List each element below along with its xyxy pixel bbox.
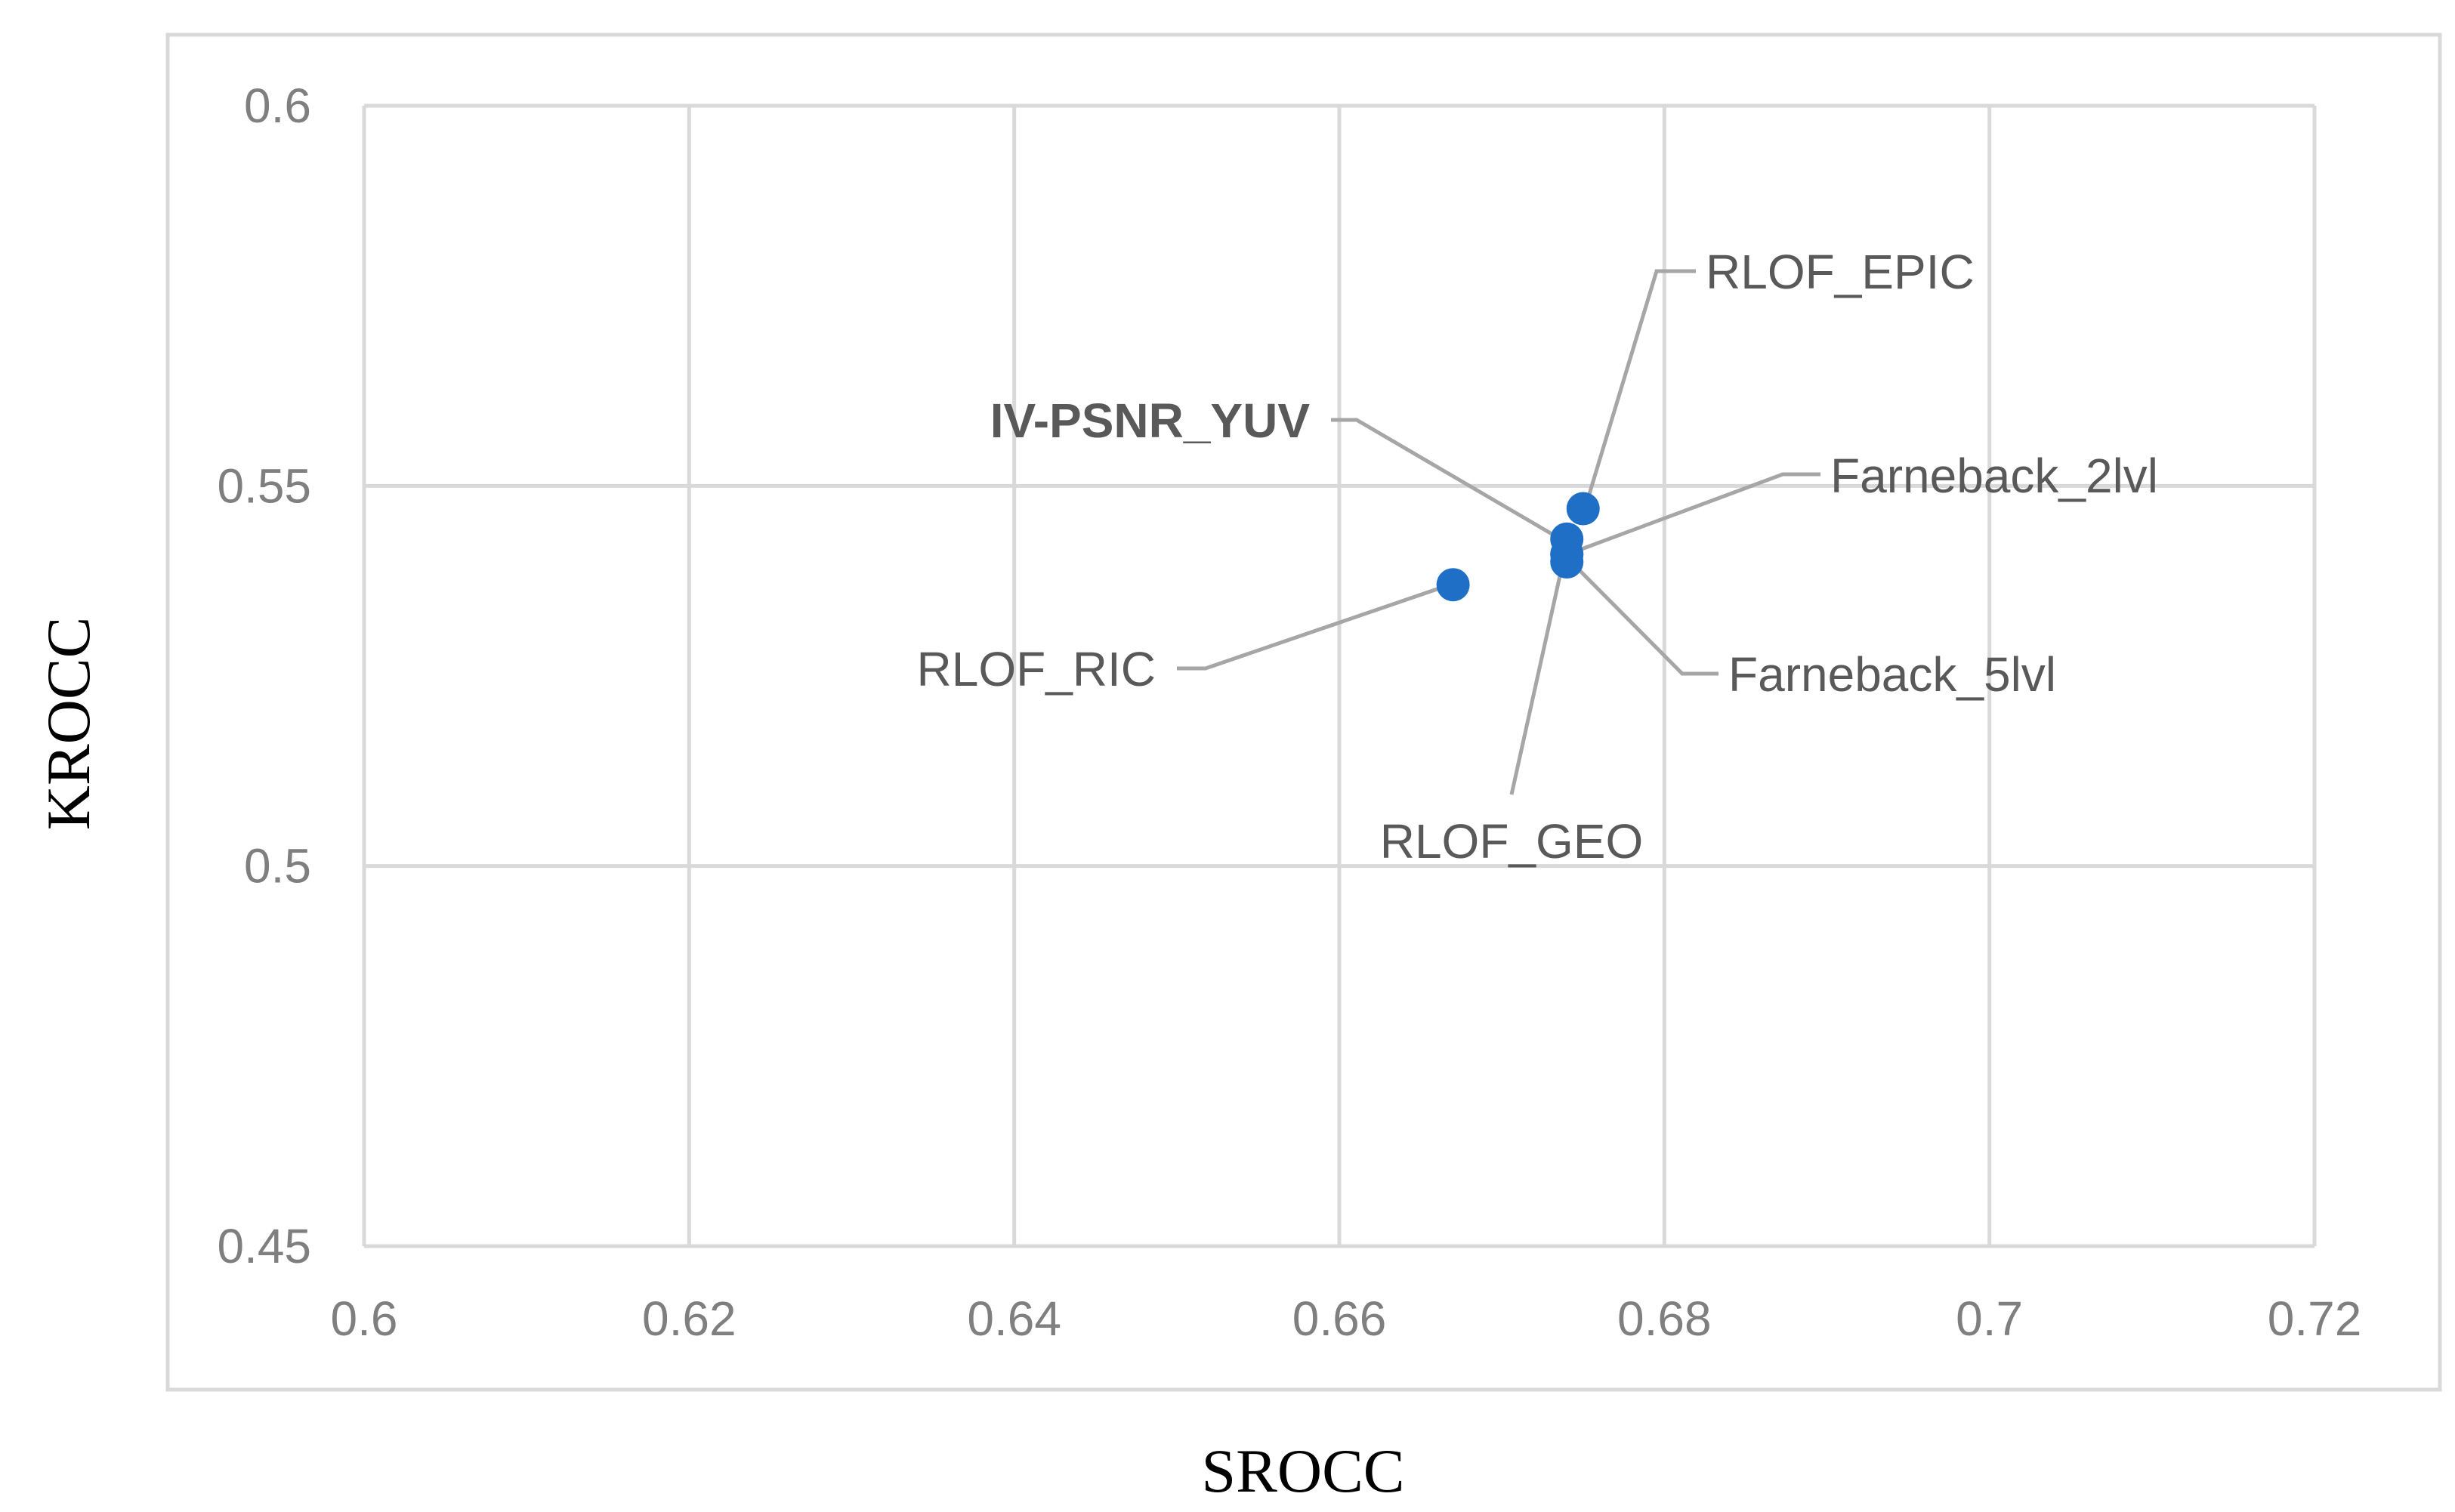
x-tick-label: 0.62 bbox=[642, 1291, 736, 1346]
y-tick-label: 0.6 bbox=[244, 79, 311, 133]
leader-line bbox=[1567, 472, 1820, 557]
point-labels: RLOF_EPIC IV-PSNR_YUV Farneback_2lvl Farneb… bbox=[917, 245, 2159, 869]
data-point bbox=[1436, 568, 1470, 602]
data-label: RLOF_EPIC bbox=[1706, 245, 1975, 299]
y-tick-label: 0.5 bbox=[244, 839, 311, 893]
leader-line bbox=[1509, 558, 1566, 795]
data-point bbox=[1550, 522, 1584, 556]
data-points bbox=[1436, 492, 1600, 602]
leader-line bbox=[1566, 557, 1718, 676]
data-point bbox=[1566, 492, 1600, 526]
x-tick-label: 0.7 bbox=[1956, 1291, 2023, 1346]
y-axis-title: KROCC bbox=[34, 617, 103, 831]
data-label: Farneback_2lvl bbox=[1830, 449, 2158, 503]
data-label: Farneback_5lvl bbox=[1728, 647, 2056, 702]
x-axis-title: SROCC bbox=[1202, 1436, 1405, 1505]
y-tick-label: 0.55 bbox=[217, 458, 311, 513]
leader-line bbox=[1331, 418, 1564, 542]
data-label: RLOF_GEO bbox=[1380, 814, 1644, 869]
x-tick-label: 0.68 bbox=[1617, 1291, 1712, 1346]
chart-area-border bbox=[165, 32, 2442, 1392]
x-tick-label: 0.66 bbox=[1292, 1291, 1387, 1346]
leader-line bbox=[1583, 269, 1696, 510]
y-tick-label: 0.45 bbox=[217, 1219, 311, 1273]
data-label: RLOF_RIC bbox=[917, 642, 1156, 696]
label-leader-lines bbox=[1177, 269, 1820, 795]
leader-line bbox=[1177, 582, 1451, 671]
x-tick-label: 0.64 bbox=[967, 1291, 1061, 1346]
grid bbox=[362, 103, 2317, 1248]
x-tick-label: 0.6 bbox=[331, 1291, 398, 1346]
x-tick-label: 0.72 bbox=[2268, 1291, 2362, 1346]
tick-labels: 0.6 0.62 0.64 0.66 0.68 0.7 0.72 0.45 0.5 0.55 0.6 bbox=[217, 79, 2361, 1346]
data-label: IV-PSNR_YUV bbox=[990, 393, 1311, 448]
